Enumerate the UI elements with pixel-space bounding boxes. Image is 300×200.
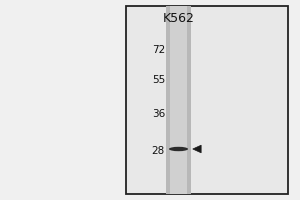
Ellipse shape xyxy=(169,147,188,151)
Text: 36: 36 xyxy=(152,109,165,119)
Text: 72: 72 xyxy=(152,45,165,55)
Text: K562: K562 xyxy=(163,11,194,24)
Text: 28: 28 xyxy=(152,146,165,156)
Bar xyxy=(126,6,288,194)
Bar xyxy=(169,6,188,194)
Text: 55: 55 xyxy=(152,75,165,85)
Polygon shape xyxy=(193,145,201,153)
Bar xyxy=(166,6,191,194)
